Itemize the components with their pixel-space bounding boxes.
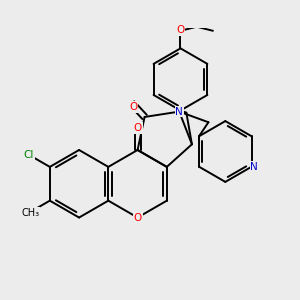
Text: N: N <box>176 106 183 117</box>
Text: O: O <box>129 102 137 112</box>
Text: O: O <box>176 25 184 35</box>
Text: N: N <box>250 162 258 172</box>
Text: O: O <box>134 123 142 133</box>
Text: CH₃: CH₃ <box>21 208 39 218</box>
Text: Cl: Cl <box>24 150 34 160</box>
Text: O: O <box>134 213 142 223</box>
